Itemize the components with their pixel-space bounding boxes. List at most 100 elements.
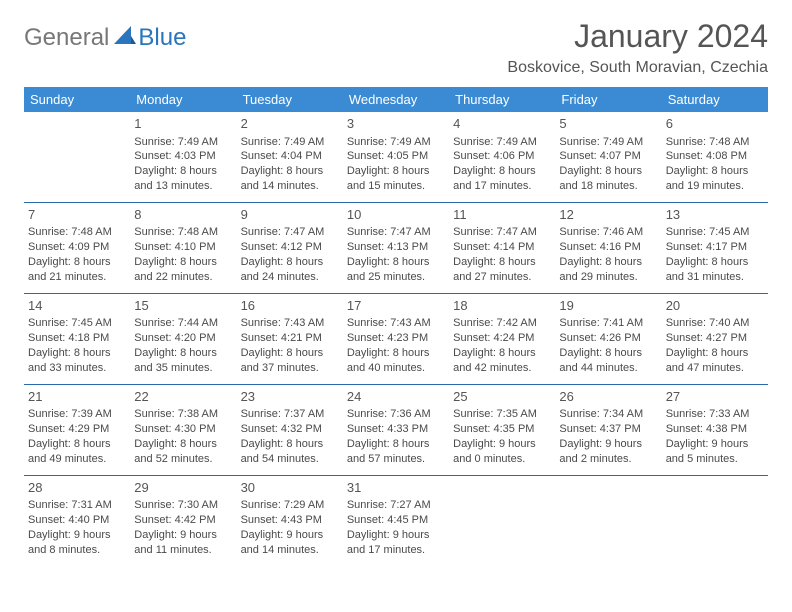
calendar-cell: 12Sunrise: 7:46 AMSunset: 4:16 PMDayligh… (555, 202, 661, 293)
daylight-text: Daylight: 8 hours (134, 346, 232, 361)
sunrise-text: Sunrise: 7:49 AM (134, 135, 232, 150)
sunset-text: Sunset: 4:27 PM (666, 331, 764, 346)
daylight-text: and 17 minutes. (453, 179, 551, 194)
sunset-text: Sunset: 4:07 PM (559, 149, 657, 164)
calendar-week-row: 21Sunrise: 7:39 AMSunset: 4:29 PMDayligh… (24, 384, 768, 475)
sunset-text: Sunset: 4:23 PM (347, 331, 445, 346)
sunrise-text: Sunrise: 7:45 AM (28, 316, 126, 331)
daylight-text: and 15 minutes. (347, 179, 445, 194)
brand-text-2: Blue (138, 24, 186, 52)
calendar-cell: 6Sunrise: 7:48 AMSunset: 4:08 PMDaylight… (662, 112, 768, 202)
day-number: 3 (347, 115, 445, 133)
daylight-text: Daylight: 8 hours (559, 164, 657, 179)
daylight-text: and 57 minutes. (347, 452, 445, 467)
sunrise-text: Sunrise: 7:43 AM (347, 316, 445, 331)
calendar-cell: 14Sunrise: 7:45 AMSunset: 4:18 PMDayligh… (24, 293, 130, 384)
sunset-text: Sunset: 4:04 PM (241, 149, 339, 164)
daylight-text: Daylight: 8 hours (241, 255, 339, 270)
calendar-cell (662, 475, 768, 565)
header: General Blue January 2024 Boskovice, Sou… (24, 18, 768, 77)
daylight-text: and 47 minutes. (666, 361, 764, 376)
sunrise-text: Sunrise: 7:35 AM (453, 407, 551, 422)
calendar-cell: 4Sunrise: 7:49 AMSunset: 4:06 PMDaylight… (449, 112, 555, 202)
sunrise-text: Sunrise: 7:46 AM (559, 225, 657, 240)
day-number: 18 (453, 297, 551, 315)
day-number: 8 (134, 206, 232, 224)
weekday-header: Sunday (24, 87, 130, 112)
day-number: 29 (134, 479, 232, 497)
calendar-cell: 15Sunrise: 7:44 AMSunset: 4:20 PMDayligh… (130, 293, 236, 384)
day-number: 19 (559, 297, 657, 315)
sunrise-text: Sunrise: 7:37 AM (241, 407, 339, 422)
sunrise-text: Sunrise: 7:36 AM (347, 407, 445, 422)
daylight-text: and 54 minutes. (241, 452, 339, 467)
day-number: 21 (28, 388, 126, 406)
daylight-text: and 33 minutes. (28, 361, 126, 376)
day-number: 25 (453, 388, 551, 406)
daylight-text: Daylight: 8 hours (666, 346, 764, 361)
day-number: 28 (28, 479, 126, 497)
daylight-text: and 52 minutes. (134, 452, 232, 467)
calendar-cell: 16Sunrise: 7:43 AMSunset: 4:21 PMDayligh… (237, 293, 343, 384)
day-number: 5 (559, 115, 657, 133)
calendar-cell: 22Sunrise: 7:38 AMSunset: 4:30 PMDayligh… (130, 384, 236, 475)
day-number: 13 (666, 206, 764, 224)
calendar-cell (555, 475, 661, 565)
daylight-text: Daylight: 8 hours (241, 437, 339, 452)
sunset-text: Sunset: 4:08 PM (666, 149, 764, 164)
sunset-text: Sunset: 4:45 PM (347, 513, 445, 528)
daylight-text: and 11 minutes. (134, 543, 232, 558)
calendar-cell: 11Sunrise: 7:47 AMSunset: 4:14 PMDayligh… (449, 202, 555, 293)
daylight-text: and 27 minutes. (453, 270, 551, 285)
daylight-text: and 13 minutes. (134, 179, 232, 194)
sunrise-text: Sunrise: 7:29 AM (241, 498, 339, 513)
sunset-text: Sunset: 4:09 PM (28, 240, 126, 255)
daylight-text: Daylight: 8 hours (134, 255, 232, 270)
sunset-text: Sunset: 4:38 PM (666, 422, 764, 437)
day-number: 20 (666, 297, 764, 315)
sunrise-text: Sunrise: 7:34 AM (559, 407, 657, 422)
daylight-text: and 0 minutes. (453, 452, 551, 467)
sunset-text: Sunset: 4:05 PM (347, 149, 445, 164)
sunrise-text: Sunrise: 7:31 AM (28, 498, 126, 513)
weekday-header: Monday (130, 87, 236, 112)
day-number: 14 (28, 297, 126, 315)
daylight-text: Daylight: 8 hours (28, 437, 126, 452)
sunset-text: Sunset: 4:21 PM (241, 331, 339, 346)
daylight-text: and 21 minutes. (28, 270, 126, 285)
daylight-text: and 5 minutes. (666, 452, 764, 467)
daylight-text: Daylight: 8 hours (28, 346, 126, 361)
daylight-text: and 29 minutes. (559, 270, 657, 285)
day-number: 6 (666, 115, 764, 133)
daylight-text: and 8 minutes. (28, 543, 126, 558)
day-number: 15 (134, 297, 232, 315)
sunrise-text: Sunrise: 7:48 AM (666, 135, 764, 150)
calendar-cell: 27Sunrise: 7:33 AMSunset: 4:38 PMDayligh… (662, 384, 768, 475)
daylight-text: and 40 minutes. (347, 361, 445, 376)
weekday-header-row: Sunday Monday Tuesday Wednesday Thursday… (24, 87, 768, 112)
day-number: 22 (134, 388, 232, 406)
day-number: 11 (453, 206, 551, 224)
calendar-cell: 18Sunrise: 7:42 AMSunset: 4:24 PMDayligh… (449, 293, 555, 384)
sunrise-text: Sunrise: 7:47 AM (453, 225, 551, 240)
daylight-text: Daylight: 9 hours (241, 528, 339, 543)
weekday-header: Saturday (662, 87, 768, 112)
sunset-text: Sunset: 4:43 PM (241, 513, 339, 528)
day-number: 4 (453, 115, 551, 133)
day-number: 30 (241, 479, 339, 497)
calendar-cell: 26Sunrise: 7:34 AMSunset: 4:37 PMDayligh… (555, 384, 661, 475)
daylight-text: Daylight: 8 hours (559, 346, 657, 361)
daylight-text: and 24 minutes. (241, 270, 339, 285)
sail-icon (114, 26, 136, 51)
daylight-text: Daylight: 8 hours (241, 164, 339, 179)
calendar-week-row: 1Sunrise: 7:49 AMSunset: 4:03 PMDaylight… (24, 112, 768, 202)
calendar-cell: 28Sunrise: 7:31 AMSunset: 4:40 PMDayligh… (24, 475, 130, 565)
sunset-text: Sunset: 4:37 PM (559, 422, 657, 437)
sunset-text: Sunset: 4:14 PM (453, 240, 551, 255)
day-number: 26 (559, 388, 657, 406)
sunset-text: Sunset: 4:20 PM (134, 331, 232, 346)
calendar-cell: 7Sunrise: 7:48 AMSunset: 4:09 PMDaylight… (24, 202, 130, 293)
daylight-text: Daylight: 8 hours (666, 255, 764, 270)
day-number: 16 (241, 297, 339, 315)
sunset-text: Sunset: 4:03 PM (134, 149, 232, 164)
